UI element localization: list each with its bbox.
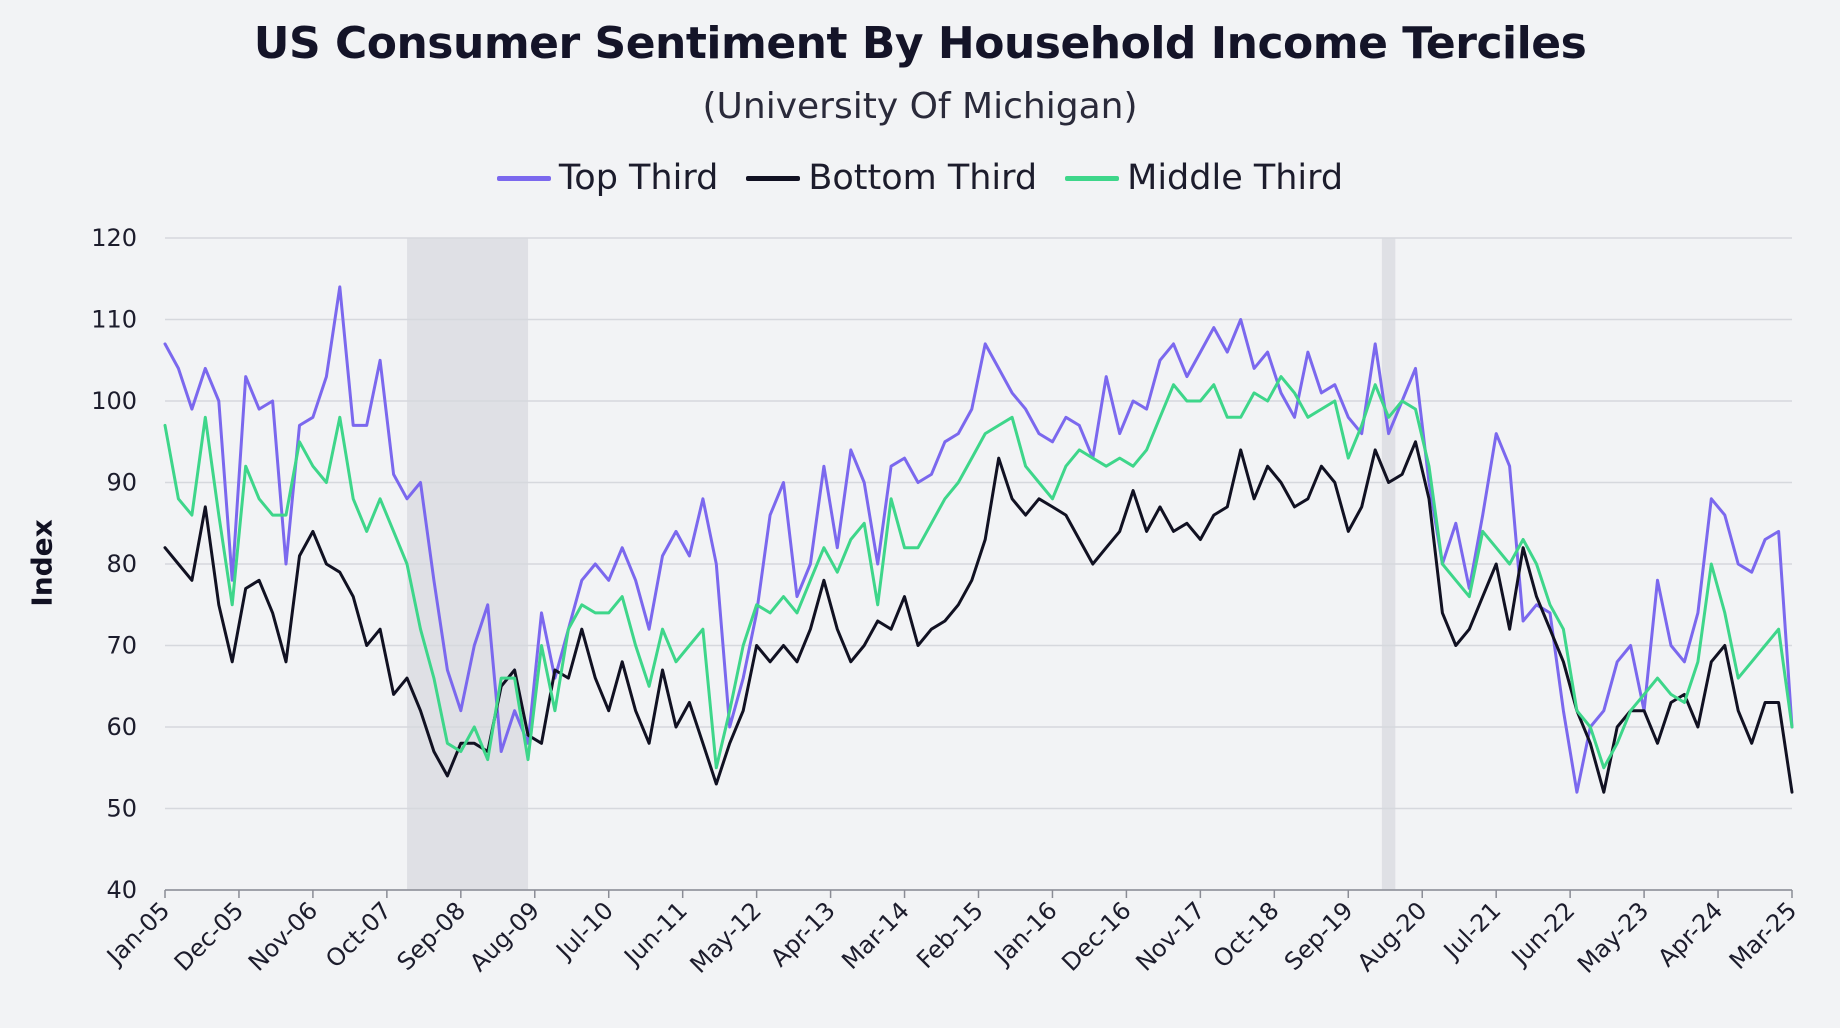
x-tick-label-13: Dec-16 [1056,896,1136,976]
x-tick-label-14: Nov-17 [1130,896,1210,976]
y-tick-label-50: 50 [106,795,137,823]
legend-label-middle-third: Middle Third [1127,158,1344,198]
x-tick-label-19: Jun-22 [1505,896,1580,971]
y-tick-label-90: 90 [106,469,137,497]
y-tick-label-110: 110 [91,306,137,334]
legend-item-top-third: Top Third [496,158,719,198]
x-tick-label-8: May-12 [685,896,767,978]
y-tick-label-100: 100 [91,387,137,415]
x-tick-label-7: Jun-11 [617,896,692,971]
legend-label-top-third: Top Third [558,158,719,198]
x-tick-label-22: Mar-25 [1724,896,1802,974]
legend: Top Third Bottom Third Middle Third [0,158,1840,198]
x-tick-label-2: Nov-06 [243,896,323,976]
x-tick-label-6: Jul-10 [550,896,619,965]
legend-swatch-top-third [496,175,551,181]
legend-item-bottom-third: Bottom Third [746,158,1037,198]
x-tick-label-0: Jan-05 [100,896,175,971]
x-tick-label-1: Dec-05 [169,896,249,976]
legend-swatch-middle-third [1065,175,1120,181]
x-tick-label-3: Oct-07 [320,896,397,973]
x-tick-label-10: Mar-14 [836,896,914,974]
y-tick-label-40: 40 [106,876,137,904]
series-line-top-third [163,285,1794,794]
x-tick-label-16: Sep-19 [1279,896,1359,976]
series-line-bottom-third [163,440,1794,794]
x-tick-label-17: Aug-20 [1352,896,1433,977]
x-tick-label-21: Apr-24 [1652,896,1728,972]
y-tick-label-70: 70 [106,632,137,660]
x-tick-label-11: Feb-15 [911,896,989,974]
chart-title: US Consumer Sentiment By Household Incom… [253,18,1587,69]
x-tick-label-18: Jul-21 [1437,896,1506,965]
x-tick-label-20: May-23 [1572,896,1654,978]
legend-label-bottom-third: Bottom Third [808,158,1038,198]
series-line-middle-third [163,375,1794,770]
x-tick-label-4: Sep-08 [392,896,472,976]
legend-item-middle-third: Middle Third [1065,158,1343,198]
y-tick-label-120: 120 [91,224,137,252]
x-tick-label-9: Apr-13 [765,896,841,972]
x-tick-label-15: Oct-18 [1208,896,1285,973]
y-tick-label-80: 80 [106,550,137,578]
chart-subtitle: (University Of Michigan) [702,86,1138,127]
legend-swatch-bottom-third [746,175,801,181]
y-tick-label-60: 60 [106,713,137,741]
x-tick-label-5: Aug-09 [464,896,545,977]
x-tick-label-12: Jan-16 [988,896,1063,971]
